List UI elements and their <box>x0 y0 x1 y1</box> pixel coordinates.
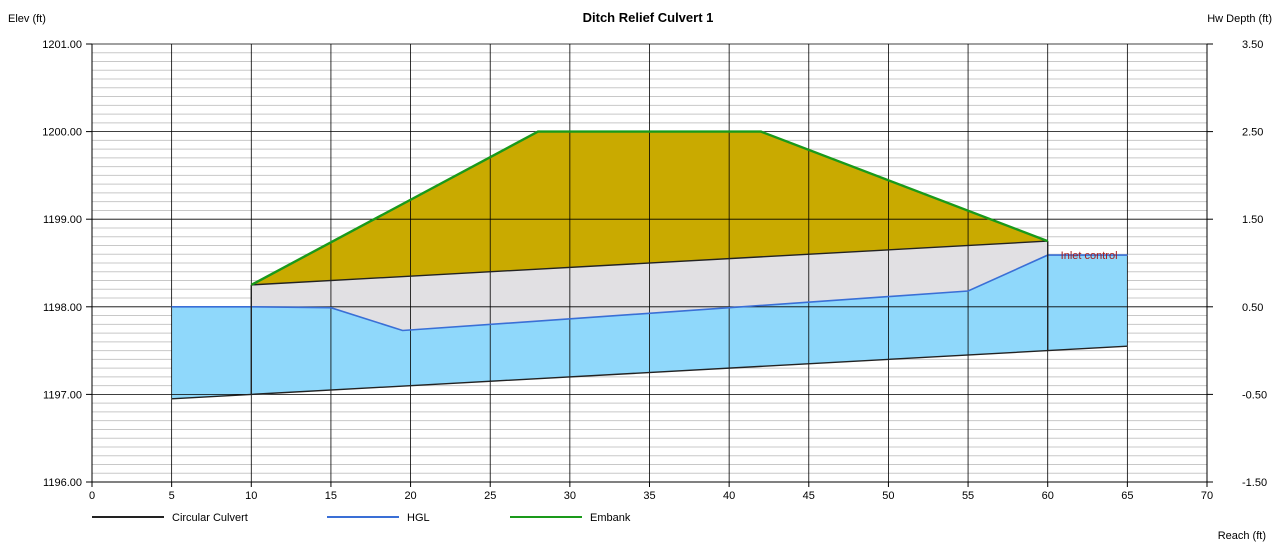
x-tick-label: 50 <box>882 490 894 502</box>
y-axis-left-label: Elev (ft) <box>8 13 46 25</box>
x-tick-label: 15 <box>325 490 337 502</box>
x-tick-label: 5 <box>169 490 175 502</box>
y-tick-label: 1201.00 <box>42 39 82 51</box>
series-lines <box>171 130 1128 400</box>
y-tick-label: 1197.00 <box>43 389 82 401</box>
y-axis-right-label: Hw Depth (ft) <box>1207 13 1272 25</box>
chart-title: Ditch Relief Culvert 1 <box>583 10 714 25</box>
y2-tick-label: 1.50 <box>1242 214 1263 226</box>
x-tick-label: 25 <box>484 490 496 502</box>
y2-tick-label: -0.50 <box>1242 389 1267 401</box>
x-tick-label: 30 <box>564 490 576 502</box>
x-tick-label: 65 <box>1121 490 1133 502</box>
culvert-invert-line <box>171 345 1128 400</box>
legend: Circular Culvert HGL Embank <box>92 512 631 524</box>
axes-frame <box>86 43 1213 487</box>
annotations: Inlet control <box>1061 250 1118 262</box>
x-tick-label: 10 <box>245 490 257 502</box>
embank-line <box>250 130 1049 286</box>
tick-labels: 1196.00 1197.00 1198.00 1199.00 1200.00 1201.… <box>42 39 1267 502</box>
culvert-crown-line <box>251 240 1048 286</box>
y-tick-label: 1198.00 <box>43 302 82 314</box>
y2-tick-label: 3.50 <box>1242 39 1263 51</box>
x-axis-label: Reach (ft) <box>1218 530 1266 542</box>
y-tick-label: 1196.00 <box>43 477 82 489</box>
inlet-control-label: Inlet control <box>1061 250 1118 262</box>
y-tick-label: 1200.00 <box>42 127 82 139</box>
x-tick-label: 0 <box>89 490 95 502</box>
legend-label: Circular Culvert <box>172 512 248 524</box>
legend-label: HGL <box>407 512 430 524</box>
x-tick-label: 40 <box>723 490 735 502</box>
y2-tick-label: 2.50 <box>1242 127 1263 139</box>
y-tick-label: 1199.00 <box>43 214 82 226</box>
x-tick-label: 45 <box>803 490 815 502</box>
x-tick-label: 35 <box>643 490 655 502</box>
y2-tick-label: 0.50 <box>1242 302 1263 314</box>
legend-label: Embank <box>590 512 631 524</box>
x-tick-label: 20 <box>404 490 416 502</box>
x-tick-label: 70 <box>1201 490 1213 502</box>
x-tick-label: 60 <box>1042 490 1054 502</box>
y2-tick-label: -1.50 <box>1242 477 1267 489</box>
x-tick-label: 55 <box>962 490 974 502</box>
